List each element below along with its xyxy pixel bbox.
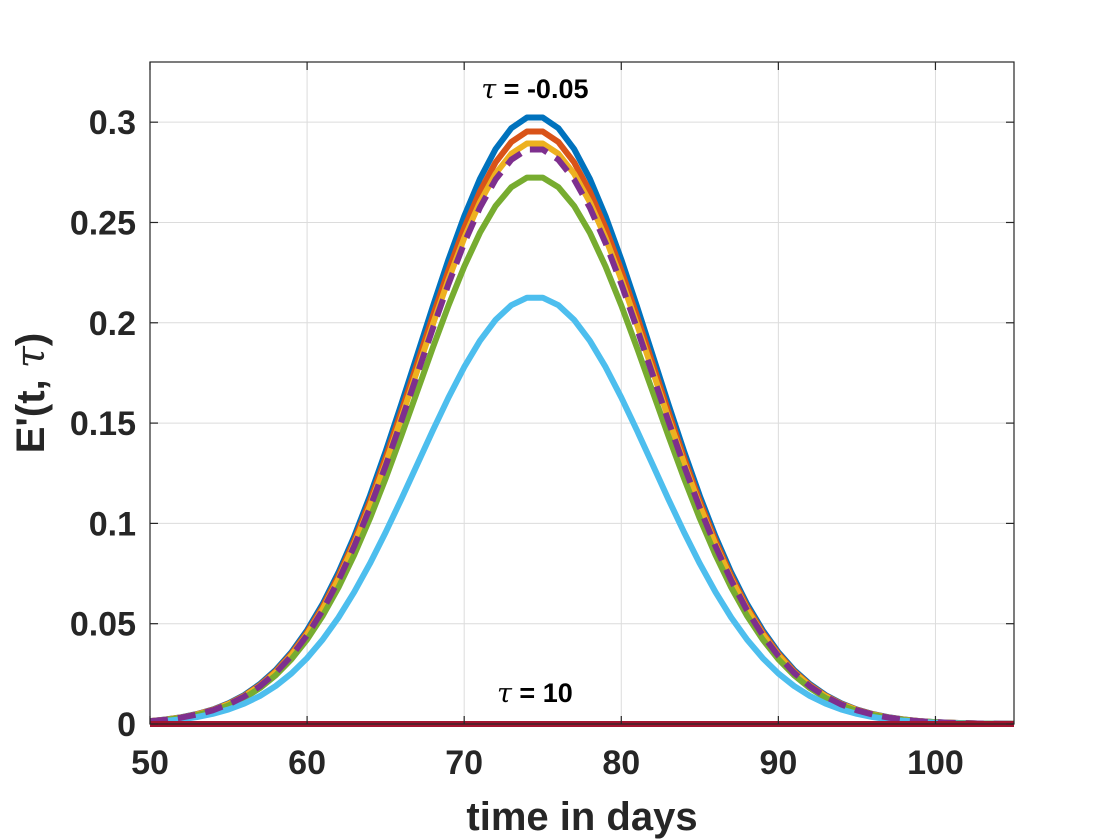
y-tick-label: 0 xyxy=(117,706,136,744)
ylabel-tau: τ xyxy=(8,345,54,368)
annotation-text: = -0.05 xyxy=(496,74,588,104)
y-tick-label: 0.1 xyxy=(89,505,136,543)
ylabel-text: ) xyxy=(9,333,53,346)
y-tick-label: 0.05 xyxy=(70,606,136,644)
series-line-cyan xyxy=(149,294,1015,727)
annotation-tau-bottom: τ = 10 xyxy=(497,678,573,709)
grid xyxy=(149,62,1014,725)
y-axis-label: E'(t, τ) xyxy=(8,333,54,454)
series-line-yellow xyxy=(149,140,1015,727)
y-tick-label: 0.25 xyxy=(70,204,136,242)
y-tick-label: 0.3 xyxy=(89,104,136,142)
x-tick-label: 90 xyxy=(759,744,797,782)
x-tick-label: 60 xyxy=(288,744,326,782)
annotation-tau-top: τ = -0.05 xyxy=(481,74,588,105)
series-line-purple xyxy=(149,146,1015,727)
x-axis-label: time in days xyxy=(466,795,697,839)
series-line-blue xyxy=(149,114,1015,727)
tau-symbol: τ xyxy=(481,74,497,105)
series-lines xyxy=(149,114,1015,727)
x-tick-label: 50 xyxy=(131,744,169,782)
x-tick-label: 80 xyxy=(602,744,640,782)
plot-frame xyxy=(149,61,1015,725)
x-tick-label: 70 xyxy=(445,744,483,782)
axis-ticks: 50 60 70 80 90 100 0 0.05 0.1 0.15 0.2 0.25 0.3 xyxy=(70,62,1014,782)
annotations: τ = -0.05τ = 10 xyxy=(481,74,588,709)
ylabel-text: E'(t, xyxy=(9,368,53,453)
series-line-green xyxy=(149,174,1015,727)
x-tick-label: 100 xyxy=(907,744,964,782)
tau-symbol: τ xyxy=(497,678,513,709)
y-tick-label: 0.2 xyxy=(89,305,136,343)
y-tick-label: 0.15 xyxy=(70,405,136,443)
annotation-text: = 10 xyxy=(512,678,573,708)
